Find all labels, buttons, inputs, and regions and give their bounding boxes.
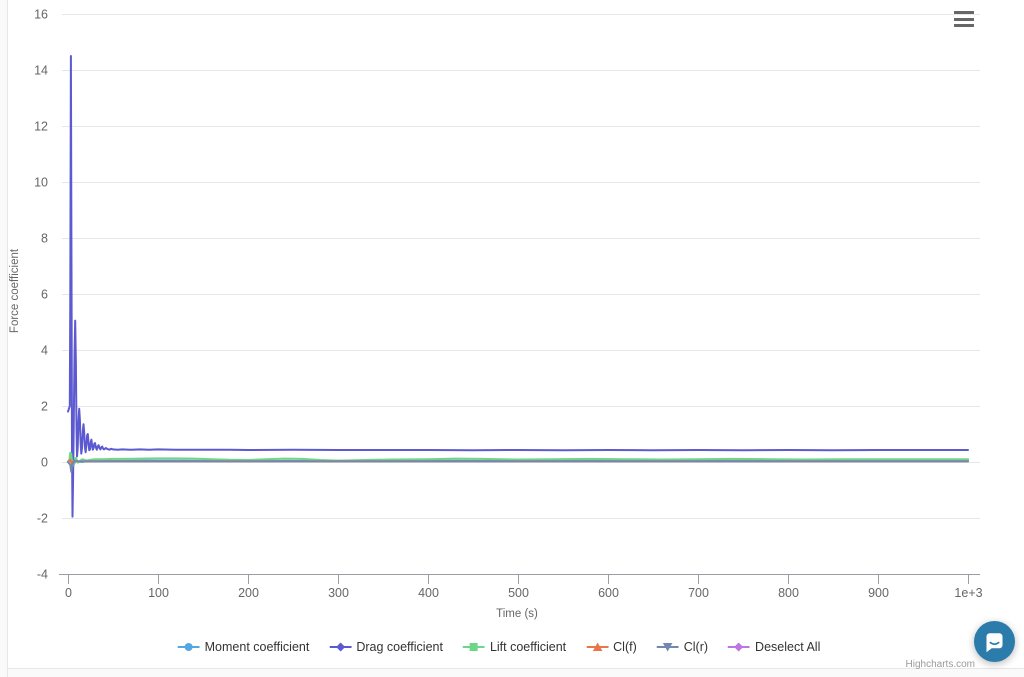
svg-text:10: 10 [34, 176, 48, 190]
legend-item-label: Cl(f) [613, 640, 637, 654]
svg-text:500: 500 [508, 586, 529, 600]
y-axis-title: Force coefficient [9, 248, 21, 334]
svg-text:2: 2 [41, 400, 48, 414]
highcharts-credit: Highcharts.com [905, 659, 975, 670]
chat-launcher-button[interactable] [974, 621, 1015, 662]
svg-text:12: 12 [34, 120, 48, 134]
legend-item-deselect-all[interactable]: Deselect All [728, 640, 820, 654]
svg-text:400: 400 [418, 586, 439, 600]
legend-item-label: Drag coefficient [356, 640, 443, 654]
svg-text:700: 700 [688, 586, 709, 600]
legend-item-cl-r[interactable]: Cl(r) [656, 640, 709, 654]
svg-text:0: 0 [41, 456, 48, 470]
hamburger-menu-icon [954, 11, 974, 14]
svg-text:600: 600 [598, 586, 619, 600]
legend-item-label: Lift coefficient [489, 640, 567, 654]
legend-item-moment-coefficient[interactable]: Moment coefficient [177, 640, 310, 654]
legend-item-label: Deselect All [755, 640, 821, 654]
svg-text:6: 6 [41, 288, 48, 302]
legend-item-cl-f[interactable]: Cl(f) [586, 640, 637, 654]
legend-marker-diamond-icon [728, 642, 751, 652]
svg-text:4: 4 [41, 344, 48, 358]
left-gutter [0, 0, 8, 677]
legend-marker-diamond-icon [329, 642, 352, 652]
legend-marker-circle-icon [177, 643, 200, 651]
chat-bubble-icon [986, 633, 1003, 653]
svg-text:16: 16 [34, 8, 48, 22]
legend: Moment coefficient Drag coefficient Lift c… [177, 640, 820, 654]
legend-item-lift-coefficient[interactable]: Lift coefficient [462, 640, 567, 654]
chart-context-menu-button[interactable] [954, 11, 978, 27]
legend-item-label: Moment coefficient [204, 640, 310, 654]
legend-marker-square-icon [462, 643, 485, 651]
svg-text:900: 900 [868, 586, 889, 600]
svg-text:300: 300 [328, 586, 349, 600]
svg-text:1e+3: 1e+3 [954, 586, 982, 600]
svg-text:8: 8 [41, 232, 48, 246]
svg-text:100: 100 [148, 586, 169, 600]
legend-item-label: Cl(r) [683, 640, 709, 654]
legend-marker-triangle-icon [586, 642, 609, 651]
x-axis-title: Time (s) [496, 608, 538, 620]
svg-text:14: 14 [34, 64, 48, 78]
legend-marker-triangle-down-icon [656, 643, 679, 652]
svg-text:-4: -4 [37, 568, 48, 582]
svg-text:200: 200 [238, 586, 259, 600]
svg-text:0: 0 [65, 586, 72, 600]
bottom-gutter [8, 668, 1024, 677]
legend-item-drag-coefficient[interactable]: Drag coefficient [329, 640, 443, 654]
svg-text:800: 800 [778, 586, 799, 600]
svg-text:-2: -2 [37, 512, 48, 526]
